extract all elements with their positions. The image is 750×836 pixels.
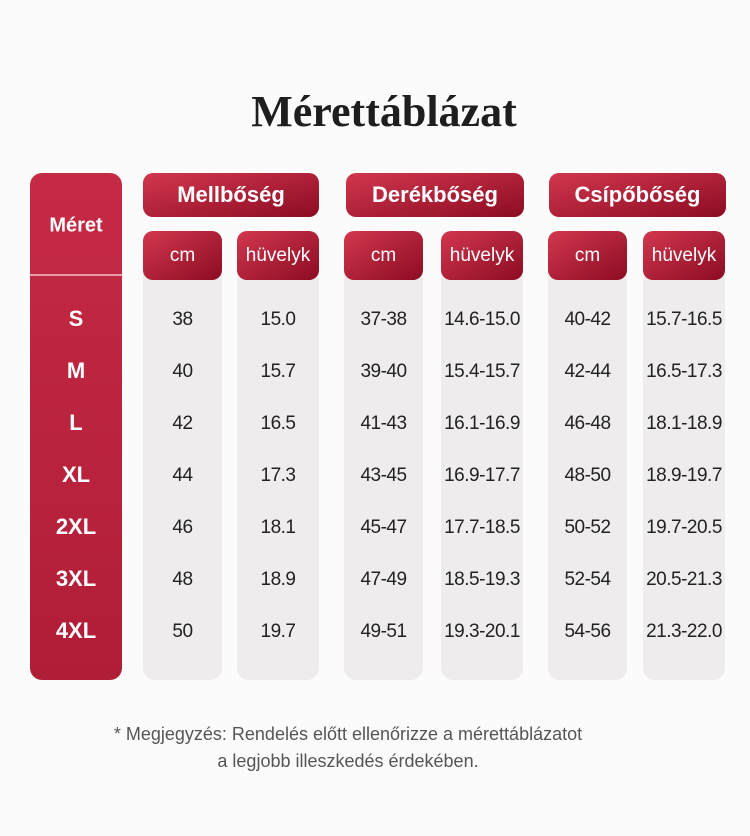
- cell: 16.1-16.9: [444, 413, 520, 434]
- cell: 18.9: [261, 569, 296, 590]
- cell: 15.7: [261, 361, 296, 382]
- cell: 49-51: [360, 621, 406, 642]
- cell: 16.5-17.3: [646, 361, 722, 382]
- unit-header-bg: [548, 231, 627, 280]
- cell: 15.4-15.7: [444, 361, 520, 382]
- group-header: Mellbőség: [177, 182, 285, 207]
- unit-header-bg: [643, 231, 725, 280]
- cell: 40: [172, 361, 192, 382]
- cell: 48-50: [564, 465, 610, 486]
- unit-header-bg: [344, 231, 423, 280]
- cell: 19.7-20.5: [646, 517, 722, 538]
- cell: 17.3: [261, 465, 296, 486]
- column-background: [344, 231, 423, 680]
- cell: 46: [172, 517, 192, 538]
- cell: 19.7: [261, 621, 296, 642]
- cell: 54-56: [564, 621, 610, 642]
- cell: 42: [172, 413, 192, 434]
- cell: 16.9-17.7: [444, 465, 520, 486]
- cell: 17.7-18.5: [444, 517, 520, 538]
- group-header-bg: [346, 173, 524, 217]
- cell: 18.1: [261, 517, 296, 538]
- cell: 15.0: [261, 309, 296, 330]
- cell: 37-38: [360, 309, 406, 330]
- size-header: Méret: [49, 214, 103, 236]
- footnote: a legjobb illeszkedés érdekében.: [217, 751, 478, 771]
- cell: 18.1-18.9: [646, 413, 722, 434]
- cell: 38: [172, 309, 192, 330]
- cell: 52-54: [564, 569, 611, 590]
- group-header: Derékbőség: [372, 182, 498, 207]
- cell: 42-44: [564, 361, 611, 382]
- cell: 47-49: [360, 569, 406, 590]
- cell: 39-40: [360, 361, 406, 382]
- cell: 40-42: [564, 309, 610, 330]
- cell: 45-47: [360, 517, 406, 538]
- unit-header-bg: [237, 231, 319, 280]
- cell: 18.9-19.7: [646, 465, 722, 486]
- size-label: M: [67, 358, 85, 383]
- cell: 15.7-16.5: [646, 309, 722, 330]
- unit-header: hüvelyk: [450, 245, 515, 266]
- title: Mérettáblázat: [251, 87, 517, 136]
- cell: 14.6-15.0: [444, 309, 520, 330]
- cell: 46-48: [564, 413, 610, 434]
- cell: 19.3-20.1: [444, 621, 520, 642]
- cell: 41-43: [360, 413, 406, 434]
- cell: 21.3-22.0: [646, 621, 722, 642]
- column-background: [237, 231, 319, 680]
- size-label: L: [69, 410, 82, 435]
- footnote: * Megjegyzés: Rendelés előtt ellenőrizze…: [114, 724, 582, 744]
- size-column: [30, 173, 122, 680]
- column-background: [548, 231, 627, 680]
- cell: 50-52: [564, 517, 610, 538]
- cell: 50: [172, 621, 192, 642]
- unit-header: hüvelyk: [246, 245, 311, 266]
- unit-header-bg: [143, 231, 222, 280]
- size-label: 4XL: [56, 618, 96, 643]
- column-background: [143, 231, 222, 680]
- group-header-bg: [549, 173, 726, 217]
- cell: 44: [172, 465, 193, 486]
- column-background: [643, 231, 725, 680]
- size-label: 3XL: [56, 566, 96, 591]
- cell: 48: [172, 569, 192, 590]
- unit-header-bg: [441, 231, 523, 280]
- unit-header: cm: [170, 245, 195, 266]
- unit-header: hüvelyk: [652, 245, 717, 266]
- unit-header: cm: [575, 245, 600, 266]
- cell: 43-45: [360, 465, 406, 486]
- column-background: [441, 231, 523, 680]
- cell: 18.5-19.3: [444, 569, 520, 590]
- unit-header: cm: [371, 245, 396, 266]
- cell: 20.5-21.3: [646, 569, 722, 590]
- size-label: S: [69, 306, 84, 331]
- cell: 16.5: [261, 413, 296, 434]
- size-label: XL: [62, 462, 90, 487]
- group-header-bg: [143, 173, 319, 217]
- size-label: 2XL: [56, 514, 96, 539]
- group-header: Csípőbőség: [575, 182, 701, 207]
